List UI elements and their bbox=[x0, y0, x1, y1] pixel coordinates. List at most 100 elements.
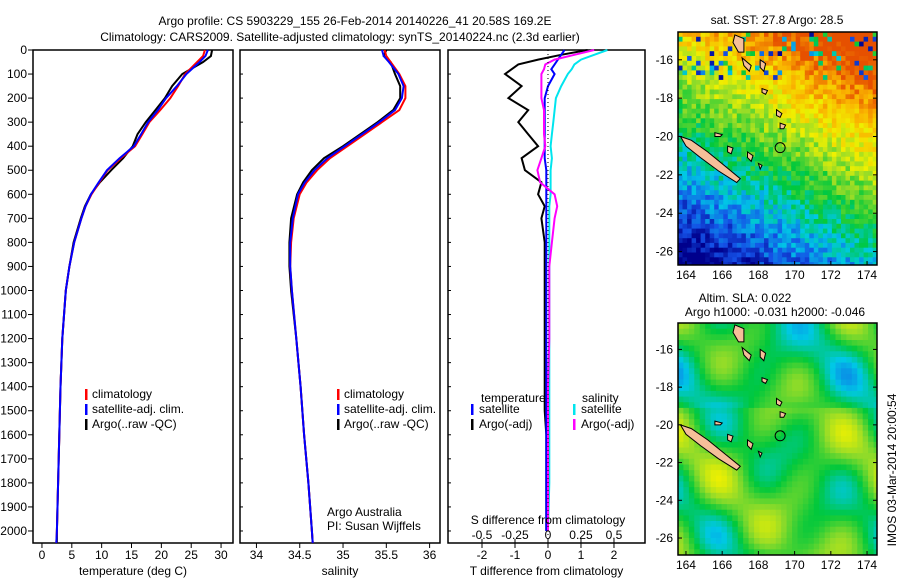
map-cell bbox=[748, 470, 755, 477]
map-cell bbox=[791, 171, 797, 177]
map-cell bbox=[836, 195, 842, 201]
map-cell bbox=[721, 475, 728, 483]
map-cell bbox=[678, 166, 684, 172]
map-cell bbox=[723, 238, 729, 244]
map-cell bbox=[841, 233, 847, 239]
map-cell bbox=[813, 402, 820, 409]
map-cell bbox=[691, 238, 697, 244]
map-cell bbox=[804, 65, 810, 71]
map-cell bbox=[775, 464, 782, 471]
map-cell bbox=[691, 156, 697, 163]
map-cell bbox=[755, 151, 761, 158]
map-cell bbox=[824, 441, 831, 449]
map-cell bbox=[786, 79, 792, 86]
map-cell bbox=[691, 175, 697, 182]
map-cell bbox=[804, 180, 810, 186]
map-cell bbox=[791, 242, 797, 249]
map-cell bbox=[759, 94, 765, 100]
map-cell bbox=[862, 407, 869, 415]
map-cell bbox=[683, 538, 690, 545]
legend-title-temperature: temperature bbox=[481, 391, 546, 405]
map-cell bbox=[759, 436, 766, 443]
map-cell bbox=[845, 113, 851, 119]
map-cell bbox=[710, 385, 717, 392]
map-cell bbox=[710, 402, 717, 409]
map-cell bbox=[710, 521, 717, 528]
legend-title-salinity: salinity bbox=[582, 391, 619, 405]
map-cell bbox=[721, 385, 728, 392]
map-cell bbox=[830, 532, 837, 539]
map-cell bbox=[804, 60, 810, 67]
map-cell bbox=[857, 396, 864, 403]
map-cell bbox=[755, 70, 761, 76]
map-cell bbox=[831, 46, 837, 52]
map-cell bbox=[827, 209, 833, 215]
map-cell bbox=[745, 262, 751, 265]
map-cell bbox=[687, 219, 693, 225]
temperature-axes-box bbox=[32, 49, 234, 544]
map-cell bbox=[694, 447, 701, 454]
map-cell bbox=[710, 464, 717, 471]
map-cell bbox=[782, 262, 788, 265]
map-cell bbox=[682, 32, 688, 38]
map-cell bbox=[696, 209, 702, 215]
map-cell bbox=[872, 190, 877, 196]
map-cell bbox=[836, 103, 842, 110]
map-cell bbox=[845, 51, 851, 57]
map-cell bbox=[721, 470, 728, 477]
map-cell bbox=[850, 89, 856, 95]
map-cell bbox=[714, 79, 720, 86]
map-cell bbox=[791, 233, 797, 239]
map-cell bbox=[813, 56, 819, 62]
map-cell bbox=[873, 402, 877, 409]
map-cell bbox=[808, 390, 815, 398]
map-cell bbox=[700, 132, 706, 139]
map-cell bbox=[768, 209, 774, 215]
legend-label: Argo(..raw -QC) bbox=[92, 417, 177, 431]
map-cell bbox=[682, 204, 688, 210]
map-cell bbox=[777, 171, 783, 177]
map-cell bbox=[819, 492, 826, 500]
map-cell bbox=[863, 70, 869, 76]
map-cell bbox=[818, 238, 824, 244]
series-climatology bbox=[55, 49, 206, 544]
map-cell bbox=[721, 419, 728, 426]
map-cell bbox=[868, 402, 875, 409]
map-cell bbox=[687, 228, 693, 234]
map-cell bbox=[868, 345, 875, 352]
map-cell bbox=[688, 475, 695, 483]
map-cell bbox=[764, 228, 770, 234]
legend-label: Argo(-adj) bbox=[581, 417, 634, 431]
map-cell bbox=[750, 132, 756, 139]
map-cell bbox=[699, 498, 706, 505]
map-cell bbox=[741, 108, 747, 115]
map-cell bbox=[754, 487, 761, 494]
map-cell bbox=[743, 509, 750, 516]
map-cell bbox=[741, 137, 747, 143]
map-cell bbox=[813, 390, 820, 398]
map-cell bbox=[768, 223, 774, 230]
map-cell bbox=[777, 41, 783, 47]
map-cell bbox=[777, 252, 783, 258]
map-cell bbox=[699, 470, 706, 477]
map-cell bbox=[800, 204, 806, 210]
legend-label: Argo(-adj) bbox=[479, 417, 532, 431]
map-cell bbox=[727, 209, 733, 215]
map-cell bbox=[741, 223, 747, 230]
map-cell bbox=[802, 390, 809, 398]
map-cell bbox=[822, 223, 828, 230]
map-cell bbox=[716, 470, 722, 477]
map-cell bbox=[782, 166, 788, 172]
map-cell bbox=[804, 36, 810, 43]
map-cell bbox=[773, 204, 779, 210]
map-cell bbox=[732, 357, 739, 364]
map-cell bbox=[841, 390, 847, 398]
map-cell bbox=[683, 464, 690, 471]
map-cell bbox=[795, 223, 801, 230]
map-cell bbox=[822, 79, 828, 86]
y-tick-label: 1900 bbox=[0, 500, 27, 514]
map-cell bbox=[841, 538, 847, 545]
map-cell bbox=[696, 75, 702, 81]
map-cell bbox=[859, 171, 865, 177]
map-cell bbox=[835, 351, 842, 358]
